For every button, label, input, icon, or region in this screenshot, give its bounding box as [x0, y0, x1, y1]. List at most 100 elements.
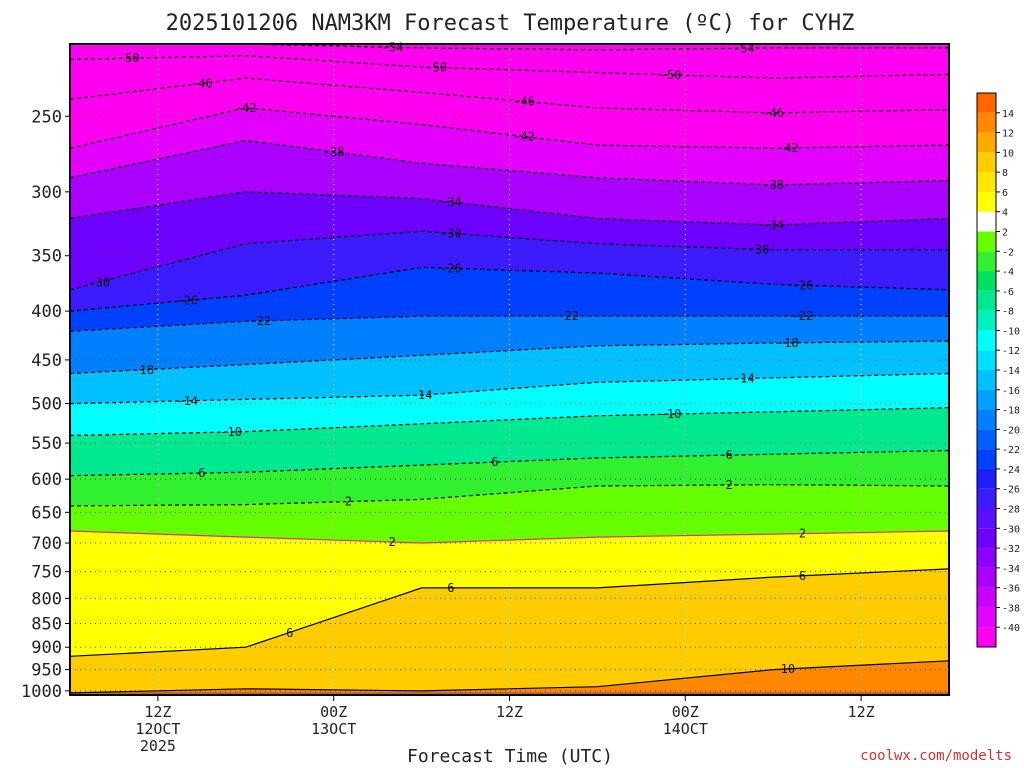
pressure-tick-label: 300	[31, 183, 62, 203]
colorbar-swatch	[977, 370, 996, 390]
colorbar-tick-label: -16	[1002, 386, 1020, 397]
colorbar-swatch	[977, 132, 996, 153]
colorbar-swatch	[977, 567, 996, 588]
colorbar-swatch	[977, 449, 996, 469]
colorbar-tick-label: 2	[1002, 228, 1008, 239]
time-tick-label: 12Z	[848, 703, 875, 721]
colorbar-tick-label: -26	[1002, 485, 1020, 496]
isotherm-label: -50	[425, 60, 447, 74]
colorbar-swatch	[977, 172, 996, 192]
source-credit: coolwx.com/modelts	[860, 748, 1012, 764]
isotherm-label: 6	[726, 448, 733, 462]
isotherm-label: -46	[762, 106, 784, 120]
time-tick-label: 12Z	[496, 703, 523, 721]
pressure-tick-label: 950	[31, 661, 62, 681]
isotherm-line	[69, 139, 950, 186]
colorbar-tick-label: 6	[1002, 188, 1008, 199]
colorbar-swatch	[977, 93, 996, 113]
colorbar-tick-label: -12	[1002, 346, 1020, 357]
pressure-tick-label: 550	[31, 434, 62, 454]
pressure-tick-label: 700	[31, 534, 62, 554]
pressure-tick-label: 600	[31, 470, 62, 490]
colorbar-tick-label: 12	[1002, 129, 1014, 140]
isotherm-label: -34	[440, 195, 462, 209]
isotherm-label: 6	[286, 626, 293, 640]
isotherm-label: -22	[792, 309, 814, 323]
colorbar-swatch	[977, 152, 996, 173]
isotherm-label: 6	[198, 466, 205, 480]
temperature-band	[70, 660, 949, 695]
colorbar-tick-label: -40	[1002, 623, 1020, 634]
plot-area	[70, 44, 949, 696]
colorbar-tick-label: -14	[1002, 366, 1020, 377]
colorbar-legend: -40-38-36-34-32-30-28-26-24-22-20-18-16-…	[976, 92, 1020, 648]
colorbar-swatch	[977, 548, 996, 568]
colorbar-tick-label: 8	[1002, 168, 1008, 179]
pressure-tick-label: 450	[31, 351, 62, 371]
colorbar-swatch	[977, 112, 996, 133]
colorbar-swatch	[977, 290, 996, 311]
colorbar-tick-label: -30	[1002, 524, 1020, 535]
isotherm-label: -42	[777, 141, 799, 155]
isotherm-label: -30	[88, 275, 110, 289]
colorbar-swatch	[977, 389, 996, 410]
colorbar-swatch	[977, 409, 996, 430]
time-tick-label: 14OCT	[663, 720, 708, 738]
time-tick-label: 2025	[140, 737, 176, 755]
isotherm-label: -30	[440, 226, 462, 240]
isotherm-label: -14	[176, 394, 198, 408]
isotherm-line	[69, 77, 950, 114]
colorbar-tick-label: -38	[1002, 603, 1020, 614]
colorbar-swatch	[977, 251, 996, 272]
colorbar-tick-label: -8	[1002, 307, 1014, 318]
colorbar-tick-label: -4	[1002, 267, 1014, 278]
isotherm-label: 10	[781, 662, 795, 676]
colorbar-swatch	[977, 607, 996, 628]
pressure-tick-label: 250	[31, 107, 62, 127]
x-axis-label: Forecast Time (UTC)	[407, 746, 613, 767]
isotherm-label: 6	[799, 569, 806, 583]
pressure-tick-label: 850	[31, 615, 62, 635]
colorbar-tick-label: -24	[1002, 465, 1020, 476]
pressure-tick-label: 400	[31, 302, 62, 322]
isotherm-label: -14	[411, 388, 433, 402]
isotherm-line	[69, 266, 950, 312]
colorbar-tick-label: -36	[1002, 584, 1020, 595]
colorbar-tick-label: -22	[1002, 445, 1020, 456]
colorbar-tick-label: -28	[1002, 505, 1020, 516]
isotherm-label: 6	[447, 581, 454, 595]
colorbar-swatch	[977, 310, 996, 331]
colorbar-swatch	[977, 528, 996, 549]
colorbar-tick-label: 10	[1002, 148, 1014, 159]
isotherm-label: -26	[176, 294, 198, 308]
colorbar-tick-label: -10	[1002, 326, 1020, 337]
pressure-tick-label: 900	[31, 638, 62, 658]
isotherm-label: 2	[345, 495, 352, 509]
isotherm-label: -42	[513, 130, 535, 144]
isotherm-label: -14	[733, 372, 755, 386]
isotherm-label: -38	[762, 178, 784, 192]
isotherm-line	[69, 568, 950, 657]
isotherm-label: -18	[777, 336, 799, 350]
colorbar-tick-label: -32	[1002, 544, 1020, 555]
isotherm-label: 2	[726, 478, 733, 492]
isotherm-line	[69, 107, 950, 149]
isotherm-line	[69, 191, 950, 226]
isotherm-label: -22	[557, 309, 579, 323]
surface-strip	[70, 692, 949, 695]
isotherm-layer: -54 -54-50-50-50-46-46-46-42-42-42-38-38-…	[69, 40, 950, 694]
colorbar-swatch	[977, 231, 996, 252]
colorbar-swatch	[977, 191, 996, 212]
colorbar-swatch	[977, 587, 996, 608]
isotherm-label: 6	[491, 455, 498, 469]
colorbar-swatch	[977, 488, 996, 509]
colorbar-tick-label: -2	[1002, 247, 1014, 258]
isotherm-label: -26	[792, 278, 814, 292]
isotherm-label: -54	[381, 40, 403, 54]
colorbar-tick-label: -20	[1002, 425, 1020, 436]
colorbar-swatch	[977, 211, 996, 232]
pressure-tick-label: 350	[31, 247, 62, 267]
colorbar-swatch	[977, 508, 996, 529]
